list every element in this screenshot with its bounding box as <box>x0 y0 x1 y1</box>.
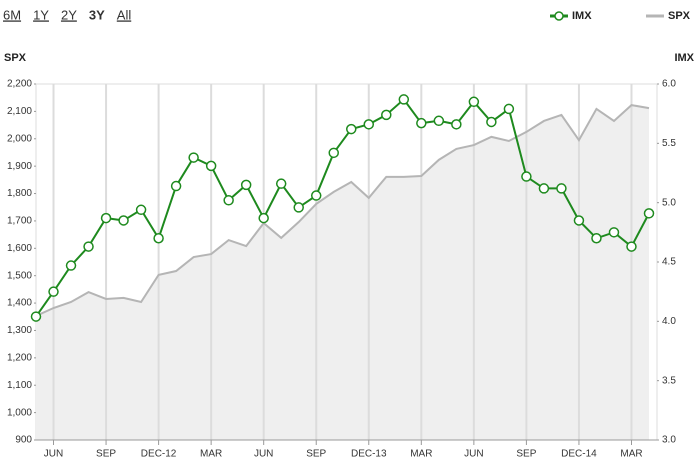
range-button[interactable]: All <box>117 7 132 22</box>
data-point <box>205 160 217 172</box>
x-tick-label: DEC-12 <box>141 449 177 460</box>
x-tick-label: MAR <box>410 449 432 460</box>
y-tick-label: 1,900 <box>7 161 32 172</box>
data-point <box>398 94 410 105</box>
x-tick-label: SEP <box>306 449 326 460</box>
y-tick-label: 1,300 <box>7 325 32 336</box>
y-tick-label: 1,400 <box>7 298 32 309</box>
data-point <box>451 119 462 130</box>
data-point <box>346 123 357 135</box>
y2-tick-label: 5.5 <box>662 138 676 149</box>
x-tick-label: MAR <box>200 449 222 460</box>
range-button[interactable]: 6M <box>3 7 21 22</box>
data-point <box>100 212 112 224</box>
y2-tick-label: 3.0 <box>662 435 676 446</box>
data-point <box>223 195 234 206</box>
data-point <box>468 96 480 108</box>
area-fill <box>36 105 649 440</box>
y2-tick-label: 6.0 <box>662 79 676 90</box>
data-point <box>83 241 94 252</box>
y-tick-label: 1,600 <box>7 243 32 254</box>
legend-label: IMX <box>572 10 592 22</box>
y-tick-label: 1,200 <box>7 352 32 363</box>
x-tick-label: DEC-13 <box>351 449 387 460</box>
data-point <box>65 260 77 271</box>
data-point <box>381 109 392 121</box>
y2-axis-title: IMX <box>674 52 694 64</box>
data-point <box>48 286 59 297</box>
y-tick-label: 1,800 <box>7 188 32 199</box>
y2-tick-label: 4.5 <box>662 257 676 268</box>
data-point <box>503 103 515 115</box>
range-button[interactable]: 1Y <box>33 7 49 22</box>
x-tick-label: MAR <box>620 449 642 460</box>
data-point <box>310 190 322 201</box>
y-tick-label: 1,500 <box>7 270 32 281</box>
series-line <box>35 104 650 317</box>
data-point <box>170 180 182 192</box>
range-button[interactable]: 2Y <box>61 7 77 22</box>
x-tick-label: SEP <box>516 449 536 460</box>
y2-tick-label: 3.5 <box>662 375 676 386</box>
data-point <box>556 183 567 194</box>
y2-tick-label: 5.0 <box>662 197 676 208</box>
x-tick-label: JUN <box>254 449 273 460</box>
y-axis-title: SPX <box>4 52 27 64</box>
y-tick-label: 2,000 <box>7 133 32 144</box>
data-point <box>608 227 620 238</box>
data-point <box>275 178 287 189</box>
data-point <box>591 233 602 244</box>
x-tick-label: JUN <box>44 449 63 460</box>
y-tick-label: 2,200 <box>7 79 32 90</box>
x-tick-label: DEC-14 <box>561 449 597 460</box>
data-point <box>30 311 42 322</box>
data-point <box>153 233 164 244</box>
x-tick-label: JUN <box>464 449 483 460</box>
data-point <box>486 116 497 128</box>
y-tick-label: 1,000 <box>7 407 32 418</box>
data-point <box>118 215 129 226</box>
x-tick-label: SEP <box>96 449 116 460</box>
data-point <box>538 183 550 194</box>
legend-marker <box>554 11 564 21</box>
data-point <box>240 179 252 191</box>
data-point <box>293 202 304 213</box>
y-tick-label: 1,700 <box>7 216 32 227</box>
y-tick-label: 1,100 <box>7 380 32 391</box>
data-point <box>433 115 445 127</box>
data-point <box>188 152 199 163</box>
legend-label: SPX <box>668 10 691 22</box>
y-tick-label: 900 <box>15 435 32 446</box>
data-point <box>643 208 655 219</box>
data-point <box>521 171 532 182</box>
data-point <box>328 147 339 159</box>
y-tick-label: 2,100 <box>7 106 32 117</box>
range-button[interactable]: 3Y <box>89 7 105 22</box>
data-point <box>573 215 585 226</box>
y2-tick-label: 4.0 <box>662 316 676 327</box>
data-point <box>626 241 637 252</box>
data-point <box>363 119 375 130</box>
data-point <box>258 212 269 224</box>
data-point <box>416 117 427 129</box>
data-point <box>135 204 147 216</box>
